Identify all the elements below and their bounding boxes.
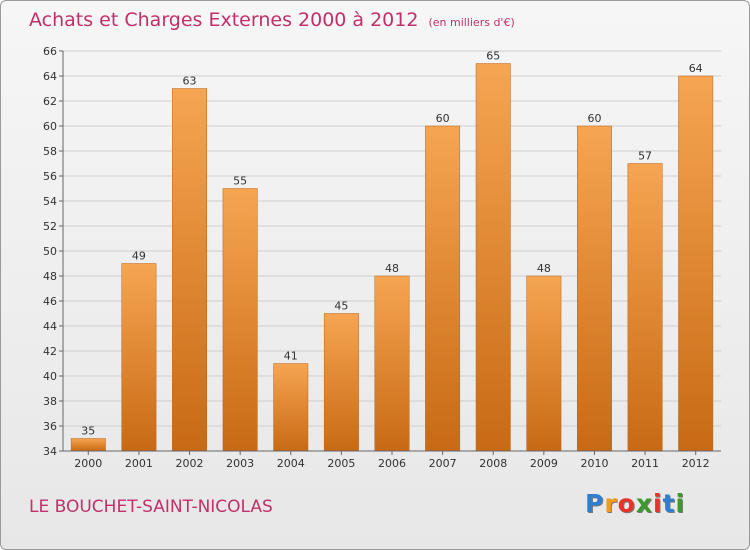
y-tick-label: 54: [43, 195, 57, 208]
value-label-2003: 55: [233, 175, 247, 188]
x-tick-label-2001: 2001: [125, 457, 153, 470]
x-tick-label-2011: 2011: [631, 457, 659, 470]
x-axis-ticks: 2000 2001 2002 2003 2004 2005 2006 2007 2008 2009…: [74, 451, 710, 470]
bar-2000: [70, 438, 106, 452]
bar-2005: [323, 313, 359, 452]
y-tick-label: 62: [43, 95, 57, 108]
y-tick-label: 40: [43, 370, 57, 383]
logo-letter: i: [675, 489, 686, 518]
bar-2003: [222, 188, 258, 452]
chart-title: Achats et Charges Externes 2000 à 2012 (e…: [29, 9, 515, 31]
value-label-2005: 45: [334, 300, 348, 313]
value-label-2004: 41: [284, 350, 298, 363]
y-tick-label: 64: [43, 70, 57, 83]
value-label-2007: 60: [436, 112, 450, 125]
bars: [70, 63, 714, 452]
value-labels: 35 49 63 55 41 45 48 60 65 48 60 57 64: [81, 50, 702, 438]
bar-2009: [526, 275, 562, 452]
y-tick-label: 42: [43, 345, 57, 358]
logo-letter: t: [662, 489, 676, 518]
value-label-2002: 63: [183, 75, 197, 88]
bar-2004: [273, 363, 309, 452]
logo-letter: o: [617, 489, 636, 518]
x-tick-label-2010: 2010: [580, 457, 608, 470]
x-tick-label-2000: 2000: [74, 457, 102, 470]
value-label-2012: 64: [689, 62, 703, 75]
bar-2010: [577, 125, 612, 452]
logo-letter: r: [604, 489, 618, 518]
y-tick-label: 60: [43, 120, 57, 133]
y-tick-label: 66: [43, 45, 57, 58]
y-tick-label: 58: [43, 145, 57, 158]
bar-2012: [678, 75, 714, 452]
x-tick-label-2009: 2009: [530, 457, 558, 470]
x-tick-label-2008: 2008: [479, 457, 507, 470]
x-tick-label-2002: 2002: [176, 457, 204, 470]
bar-2001: [121, 263, 157, 452]
logo-letter: P: [585, 489, 605, 518]
bar-2011: [627, 163, 663, 452]
value-label-2000: 35: [81, 425, 95, 438]
proxiti-logo: Proxiti: [585, 489, 685, 518]
x-tick-label-2004: 2004: [277, 457, 305, 470]
value-label-2008: 65: [486, 50, 500, 63]
x-tick-label-2007: 2007: [429, 457, 457, 470]
chart-subtitle: (en milliers d'€): [428, 16, 515, 29]
bar-2002: [172, 88, 207, 452]
value-label-2001: 49: [132, 250, 146, 263]
y-tick-label: 34: [43, 445, 57, 458]
y-tick-label: 44: [43, 320, 57, 333]
x-tick-label-2006: 2006: [378, 457, 406, 470]
bar-2006: [374, 275, 410, 452]
y-tick-label: 50: [43, 245, 57, 258]
y-tick-label: 36: [43, 420, 57, 433]
y-tick-label: 38: [43, 395, 57, 408]
y-tick-label: 46: [43, 295, 57, 308]
y-tick-label: 48: [43, 270, 57, 283]
bar-2007: [425, 125, 461, 452]
value-label-2011: 57: [638, 150, 652, 163]
chart-title-text: Achats et Charges Externes 2000 à 2012: [29, 9, 419, 31]
value-label-2010: 60: [587, 112, 601, 125]
logo-letter: x: [635, 489, 653, 518]
bar-2008: [475, 63, 511, 452]
value-label-2006: 48: [385, 262, 399, 275]
logo-letter: i: [653, 489, 663, 518]
y-tick-label: 52: [43, 220, 57, 233]
x-tick-label-2003: 2003: [226, 457, 254, 470]
location-name: LE BOUCHET-SAINT-NICOLAS: [29, 497, 273, 517]
y-tick-label: 56: [43, 170, 57, 183]
x-tick-label-2012: 2012: [682, 457, 710, 470]
value-label-2009: 48: [537, 262, 551, 275]
x-tick-label-2005: 2005: [327, 457, 355, 470]
y-axis-ticks: 34 36 38 40 42 44 46 48 50 52 54 56 58 60 62 64 66: [43, 45, 63, 458]
